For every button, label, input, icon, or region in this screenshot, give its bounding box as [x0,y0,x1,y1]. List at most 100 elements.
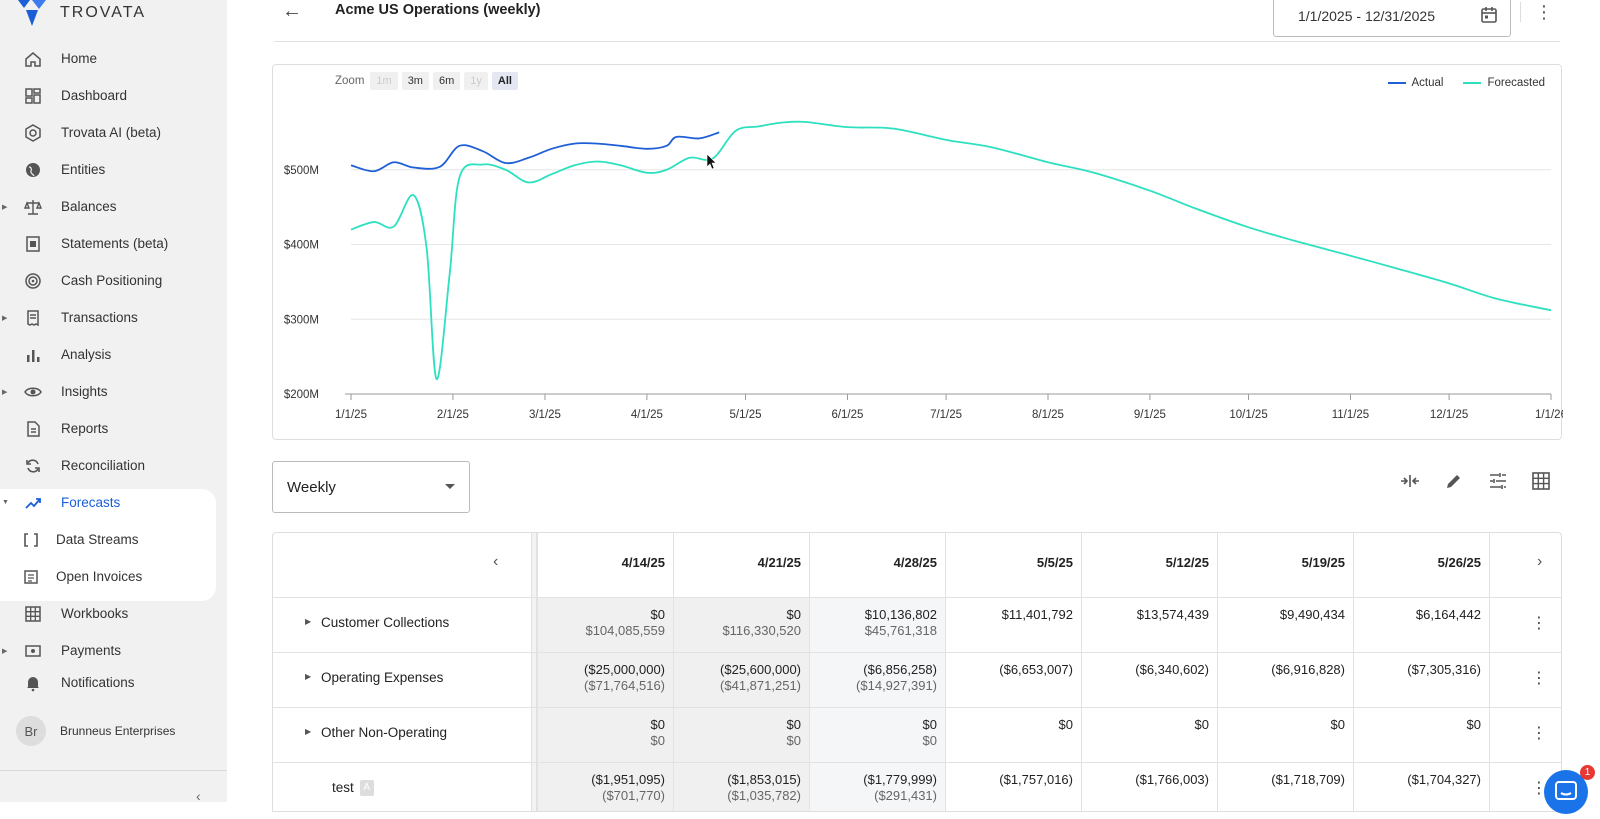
column-header[interactable]: 5/26/25 [1437,555,1481,570]
table-cell[interactable]: ($6,856,258) ($14,927,391) [811,662,937,694]
chevron-right-icon[interactable]: ▶ [2,203,8,211]
zoom-6m-button[interactable]: 6m [432,72,461,90]
sidebar-item-home[interactable]: Home [0,40,227,77]
table-cell[interactable]: $0 $0 [539,717,665,749]
table-cell[interactable]: $0 $104,085,559 [539,607,665,639]
legend-actual[interactable]: Actual [1387,77,1443,89]
sidebar-item-insights[interactable]: ▶ Insights [0,373,227,410]
table-cell[interactable]: $0 [1083,717,1209,733]
sidebar-item-cash-positioning[interactable]: Cash Positioning [0,262,227,299]
expand-row-icon[interactable]: ▶ [305,617,312,626]
sidebar-item-workbooks[interactable]: Workbooks [0,595,227,632]
column-header[interactable]: 5/5/25 [1036,555,1073,570]
period-select-value: Weekly [287,478,336,496]
table-cell[interactable]: $10,136,802 $45,761,318 [811,607,937,639]
row-menu-button[interactable]: ⋮ [1531,615,1547,632]
chevron-right-icon[interactable]: ▶ [2,314,8,322]
table-cell[interactable]: ($1,704,327) [1355,772,1481,788]
table-cell[interactable]: $0 $116,330,520 [675,607,801,639]
table-cell[interactable]: ($6,340,602) [1083,662,1209,678]
org-switcher[interactable]: Br Brunneus Enterprises [16,716,175,746]
sidebar-item-data-streams[interactable]: Data Streams [0,521,227,558]
column-header[interactable]: 4/21/25 [757,555,801,570]
table-cell[interactable]: ($25,600,000) ($41,871,251) [675,662,801,694]
chevron-down-icon[interactable]: ▼ [2,499,9,506]
collapse-sidebar-button[interactable]: ‹ [196,788,201,804]
table-cell[interactable]: ($1,757,016) [947,772,1073,788]
sidebar-item-forecasts[interactable]: ▼ Forecasts [0,484,227,521]
grid-view-button[interactable] [1530,470,1552,492]
cell-value: $0 [1330,717,1345,732]
table-cell[interactable]: ($1,718,709) [1219,772,1345,788]
cell-secondary-value: ($701,770) [602,788,665,803]
sidebar-item-statements-beta[interactable]: Statements (beta) [0,225,227,262]
table-cell[interactable]: ($7,305,316) [1355,662,1481,678]
row-label[interactable]: Operating Expenses [321,670,443,685]
table-cell[interactable]: $9,490,434 [1219,607,1345,623]
table-cell[interactable]: $13,574,439 [1083,607,1209,623]
next-columns-button[interactable]: › [1537,553,1543,570]
sidebar-item-reconciliation[interactable]: Reconciliation [0,447,227,484]
row-label[interactable]: Customer Collections [321,615,449,630]
chevron-right-icon[interactable]: ▶ [2,388,8,396]
row-label[interactable]: test A [332,780,374,797]
row-menu-button[interactable]: ⋮ [1531,725,1547,742]
table-cell[interactable]: $0 $0 [675,717,801,749]
legend-forecasted[interactable]: Forecasted [1463,77,1545,89]
zoom-3m-button[interactable]: 3m [401,72,429,90]
sidebar-item-notifications[interactable]: Notifications [0,664,227,701]
table-cell[interactable]: ($1,766,003) [1083,772,1209,788]
y-tick-label: $500M [284,165,319,177]
sidebar-item-transactions[interactable]: ▶ Transactions [0,299,227,336]
sidebar-item-dashboard[interactable]: Dashboard [0,77,227,114]
date-range-picker[interactable]: 1/1/2025 - 12/31/2025 [1273,0,1511,37]
table-cell[interactable]: $11,401,792 [947,607,1073,623]
table-cell[interactable]: ($1,853,015) ($1,035,782) [675,772,801,804]
table-cell[interactable]: ($1,779,999) ($291,431) [811,772,937,804]
table-cell[interactable]: $0 $0 [811,717,937,749]
trovata-logo[interactable]: TROVATA [18,0,146,26]
table-cell[interactable]: $6,164,442 [1355,607,1481,623]
row-menu-button[interactable]: ⋮ [1531,670,1547,687]
edit-button[interactable] [1443,470,1465,492]
forecast-line-chart[interactable]: $200M $300M $400M $500M 1/1/25 2/1/25 3/1/25 4/… [273,65,1563,441]
table-cell[interactable]: $0 [1355,717,1481,733]
sidebar-item-entities[interactable]: Entities [0,151,227,188]
expand-row-icon[interactable]: ▶ [305,672,312,681]
row-menu-button[interactable]: ⋮ [1531,780,1547,797]
table-cell[interactable]: $0 [1219,717,1345,733]
sidebar-item-open-invoices[interactable]: Open Invoices [0,558,227,595]
org-name: Brunneus Enterprises [60,724,176,738]
zoom-1m-button[interactable]: 1m [370,72,398,90]
zoom-1y-button[interactable]: 1y [464,72,488,90]
bar-chart-icon [24,346,42,364]
table-cell[interactable]: ($6,916,828) [1219,662,1345,678]
table-cell[interactable]: ($1,951,095) ($701,770) [539,772,665,804]
table-cell[interactable]: ($25,000,000) ($71,764,516) [539,662,665,694]
column-header[interactable]: 5/12/25 [1165,555,1209,570]
table-cell[interactable]: ($6,653,007) [947,662,1073,678]
x-tick-label: 10/1/25 [1229,409,1267,421]
expand-row-icon[interactable]: ▶ [305,727,312,736]
period-select[interactable]: Weekly [272,461,470,513]
column-header[interactable]: 5/19/25 [1301,555,1345,570]
table-cell[interactable]: $0 [947,717,1073,733]
cell-secondary-value: $0 [650,733,665,748]
prev-columns-button[interactable]: ‹ [493,553,499,570]
sidebar-item-analysis[interactable]: Analysis [0,336,227,373]
column-header[interactable]: 4/14/25 [621,555,665,570]
sidebar-item-reports[interactable]: Reports [0,410,227,447]
cell-value: ($6,653,007) [999,662,1073,677]
back-button[interactable]: ← [282,0,302,22]
zoom-all-button[interactable]: All [491,72,518,90]
sidebar-item-payments[interactable]: ▶ Payments [0,632,227,669]
sidebar-item-balances[interactable]: ▶ Balances [0,188,227,225]
compress-button[interactable] [1399,470,1421,492]
tune-button[interactable] [1487,470,1509,492]
cell-value: ($7,305,316) [1407,662,1481,677]
sidebar-item-trovata-ai-beta[interactable]: Trovata AI (beta) [0,114,227,151]
row-label[interactable]: Other Non-Operating [321,725,447,740]
chevron-right-icon[interactable]: ▶ [2,647,8,655]
column-header[interactable]: 4/28/25 [893,555,937,570]
more-menu-button[interactable]: ⋮ [1535,2,1553,22]
